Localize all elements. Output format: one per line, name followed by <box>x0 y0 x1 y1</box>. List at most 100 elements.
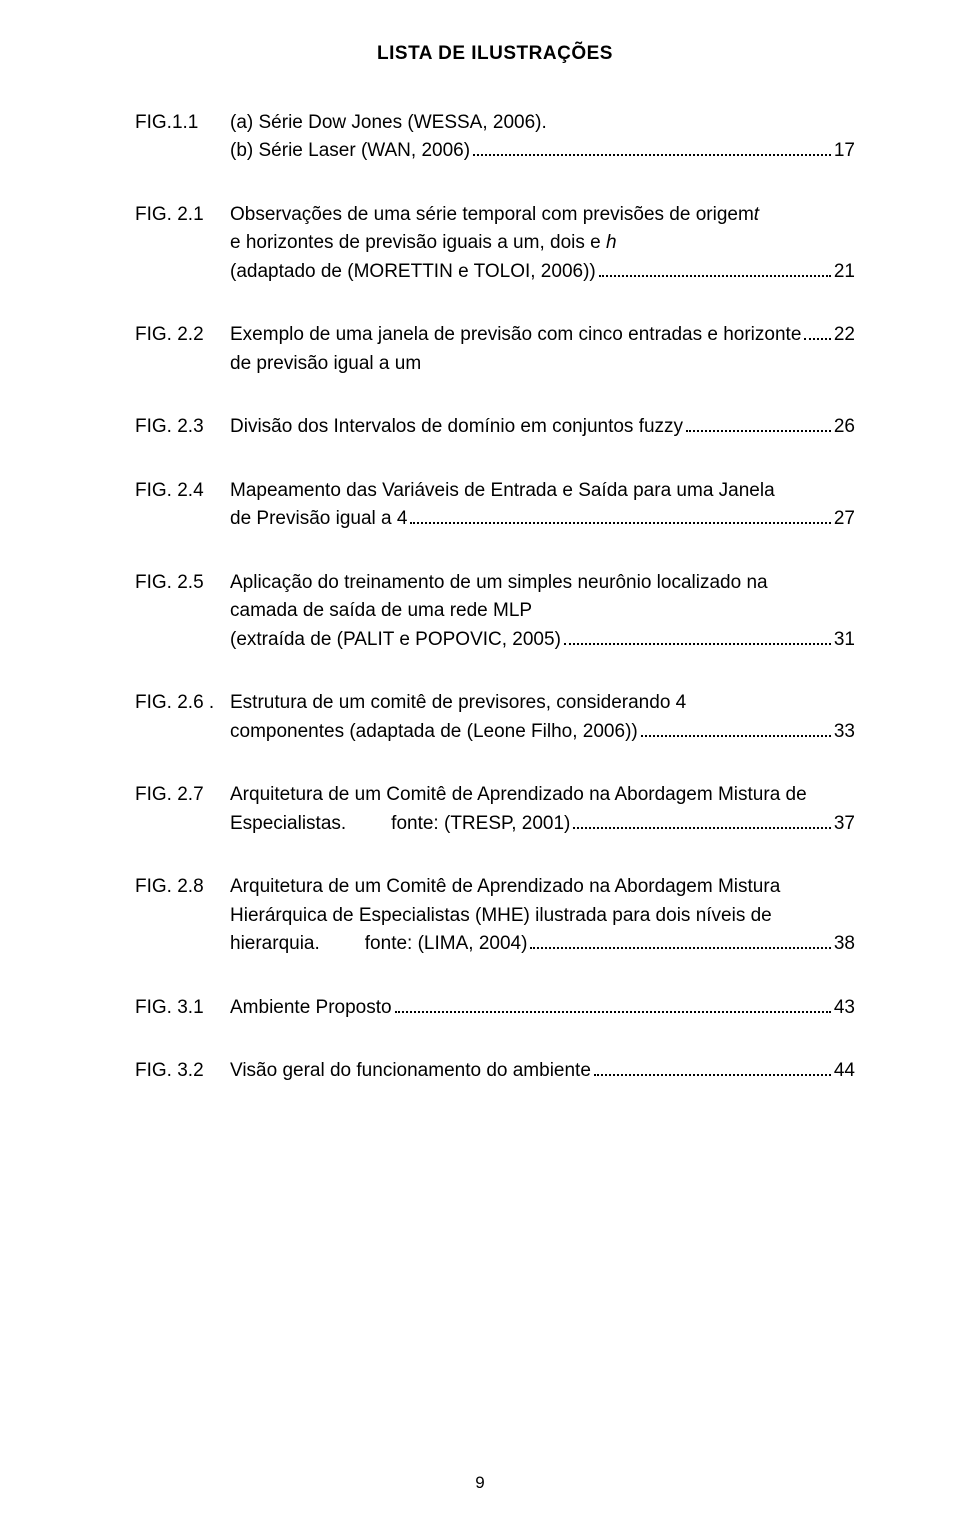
entry-row-continuation: Hierárquica de Especialistas (MHE) ilust… <box>135 902 855 931</box>
entry-row-continuation: hierarquia.fonte: (LIMA, 2004) 38 <box>135 930 855 959</box>
leader-dots <box>530 932 830 949</box>
entry-text: de previsão igual a um <box>230 350 421 379</box>
entry-body: de Previsão igual a 4 27 <box>230 505 855 534</box>
entry-line: e horizontes de previsão iguais a um, do… <box>230 229 855 258</box>
page-ref: 33 <box>834 718 855 747</box>
entry-line: (b) Série Laser (WAN, 2006) 17 <box>230 137 855 166</box>
list-entry: FIG.1.1(a) Série Dow Jones (WESSA, 2006)… <box>135 109 855 166</box>
figure-label: FIG. 2.4 <box>135 477 230 506</box>
entry-line: Exemplo de uma janela de previsão com ci… <box>230 321 855 350</box>
entry-line: Estrutura de um comitê de previsores, co… <box>230 689 855 718</box>
figure-label: FIG. 2.7 <box>135 781 230 810</box>
entry-body: Hierárquica de Especialistas (MHE) ilust… <box>230 902 855 931</box>
entry-line: Hierárquica de Especialistas (MHE) ilust… <box>230 902 855 931</box>
entry-row: FIG. 2.8Arquitetura de um Comitê de Apre… <box>135 873 855 902</box>
entry-body: (extraída de (PALIT e POPOVIC, 2005)31 <box>230 626 855 655</box>
list-entry: FIG. 2.4Mapeamento das Variáveis de Entr… <box>135 477 855 534</box>
page-title: LISTA DE ILUSTRAÇÕES <box>135 40 855 69</box>
entry-text: camada de saída de uma rede MLP <box>230 597 532 626</box>
entry-line: Visão geral do funcionamento do ambiente… <box>230 1057 855 1086</box>
leader-dots <box>410 507 830 524</box>
entry-body: Ambiente Proposto43 <box>230 994 855 1023</box>
list-entry: FIG. 2.3Divisão dos Intervalos de domíni… <box>135 413 855 442</box>
entry-row: FIG. 3.1Ambiente Proposto43 <box>135 994 855 1023</box>
entry-row-continuation: (b) Série Laser (WAN, 2006) 17 <box>135 137 855 166</box>
entry-line: Arquitetura de um Comitê de Aprendizado … <box>230 781 855 810</box>
leader-dots <box>641 719 831 736</box>
entry-row-continuation: de Previsão igual a 4 27 <box>135 505 855 534</box>
entry-row-continuation: Especialistas.fonte: (TRESP, 2001) 37 <box>135 810 855 839</box>
entry-row-continuation: (extraída de (PALIT e POPOVIC, 2005)31 <box>135 626 855 655</box>
entry-body: Arquitetura de um Comitê de Aprendizado … <box>230 873 855 902</box>
list-entry: FIG. 2.5Aplicação do treinamento de um s… <box>135 569 855 655</box>
entry-body: Observações de uma série temporal com pr… <box>230 201 855 230</box>
illustrations-list: FIG.1.1(a) Série Dow Jones (WESSA, 2006)… <box>135 109 855 1086</box>
entry-text: de Previsão igual a 4 <box>230 505 407 534</box>
leader-dots <box>804 323 830 340</box>
document-page: LISTA DE ILUSTRAÇÕES FIG.1.1(a) Série Do… <box>0 0 960 1525</box>
figure-label: FIG. 2.8 <box>135 873 230 902</box>
entry-body: (b) Série Laser (WAN, 2006) 17 <box>230 137 855 166</box>
entry-body: Visão geral do funcionamento do ambiente… <box>230 1057 855 1086</box>
page-ref: 37 <box>834 810 855 839</box>
entry-text: Observações de uma série temporal com pr… <box>230 201 754 230</box>
entry-line: componentes (adaptada de (Leone Filho, 2… <box>230 718 855 747</box>
entry-text: Mapeamento das Variáveis de Entrada e Sa… <box>230 477 775 506</box>
entry-line: Especialistas.fonte: (TRESP, 2001) 37 <box>230 810 855 839</box>
entry-row: FIG. 3.2Visão geral do funcionamento do … <box>135 1057 855 1086</box>
list-entry: FIG. 2.2Exemplo de uma janela de previsã… <box>135 321 855 378</box>
list-entry: FIG. 2.1Observações de uma série tempora… <box>135 201 855 287</box>
entry-line: (adaptado de (MORETTIN e TOLOI, 2006))21 <box>230 258 855 287</box>
figure-label: FIG.1.1 <box>135 109 230 138</box>
entry-text: Visão geral do funcionamento do ambiente <box>230 1057 591 1086</box>
entry-text: (extraída de (PALIT e POPOVIC, 2005) <box>230 626 561 655</box>
entry-line: Ambiente Proposto43 <box>230 994 855 1023</box>
figure-label: FIG. 2.6 . <box>135 689 230 718</box>
entry-body: hierarquia.fonte: (LIMA, 2004) 38 <box>230 930 855 959</box>
page-ref: 44 <box>834 1057 855 1086</box>
page-ref: 26 <box>834 413 855 442</box>
entry-body: Exemplo de uma janela de previsão com ci… <box>230 321 855 350</box>
entry-body: Estrutura de um comitê de previsores, co… <box>230 689 855 718</box>
entry-line: Observações de uma série temporal com pr… <box>230 201 855 230</box>
entry-row: FIG. 2.5Aplicação do treinamento de um s… <box>135 569 855 598</box>
list-entry: FIG. 3.1Ambiente Proposto43 <box>135 994 855 1023</box>
page-ref: 17 <box>834 137 855 166</box>
entry-line: Divisão dos Intervalos de domínio em con… <box>230 413 855 442</box>
entry-row: FIG.1.1(a) Série Dow Jones (WESSA, 2006)… <box>135 109 855 138</box>
entry-text: Arquitetura de um Comitê de Aprendizado … <box>230 873 780 902</box>
list-entry: FIG. 2.6 .Estrutura de um comitê de prev… <box>135 689 855 746</box>
figure-label: FIG. 2.5 <box>135 569 230 598</box>
entry-body: componentes (adaptada de (Leone Filho, 2… <box>230 718 855 747</box>
entry-text: Arquitetura de um Comitê de Aprendizado … <box>230 781 807 810</box>
leader-dots <box>594 1059 831 1076</box>
entry-row-continuation: de previsão igual a um <box>135 350 855 379</box>
leader-dots <box>573 811 830 828</box>
list-entry: FIG. 2.8Arquitetura de um Comitê de Apre… <box>135 873 855 959</box>
page-ref: 38 <box>834 930 855 959</box>
entry-text: Aplicação do treinamento de um simples n… <box>230 569 768 598</box>
entry-text: Divisão dos Intervalos de domínio em con… <box>230 413 683 442</box>
entry-text: componentes (adaptada de (Leone Filho, 2… <box>230 718 638 747</box>
entry-line: (a) Série Dow Jones (WESSA, 2006). <box>230 109 855 138</box>
entry-line: hierarquia.fonte: (LIMA, 2004) 38 <box>230 930 855 959</box>
entry-text: Exemplo de uma janela de previsão com ci… <box>230 321 801 350</box>
entry-text: (adaptado de (MORETTIN e TOLOI, 2006)) <box>230 258 596 287</box>
entry-text: hierarquia.fonte: (LIMA, 2004) <box>230 930 527 959</box>
page-ref: 27 <box>834 505 855 534</box>
list-entry: FIG. 3.2Visão geral do funcionamento do … <box>135 1057 855 1086</box>
entry-line: Mapeamento das Variáveis de Entrada e Sa… <box>230 477 855 506</box>
leader-dots <box>473 139 831 156</box>
page-ref: 43 <box>834 994 855 1023</box>
figure-label: FIG. 3.2 <box>135 1057 230 1086</box>
entry-line: camada de saída de uma rede MLP <box>230 597 855 626</box>
leader-dots <box>564 627 831 644</box>
entry-row-continuation: e horizontes de previsão iguais a um, do… <box>135 229 855 258</box>
entry-row: FIG. 2.7Arquitetura de um Comitê de Apre… <box>135 781 855 810</box>
entry-body: Arquitetura de um Comitê de Aprendizado … <box>230 781 855 810</box>
entry-text: Especialistas.fonte: (TRESP, 2001) <box>230 810 570 839</box>
leader-dots <box>599 259 831 276</box>
entry-text: t <box>754 201 759 230</box>
entry-text: (b) Série Laser (WAN, 2006) <box>230 137 470 166</box>
entry-body: e horizontes de previsão iguais a um, do… <box>230 229 855 258</box>
